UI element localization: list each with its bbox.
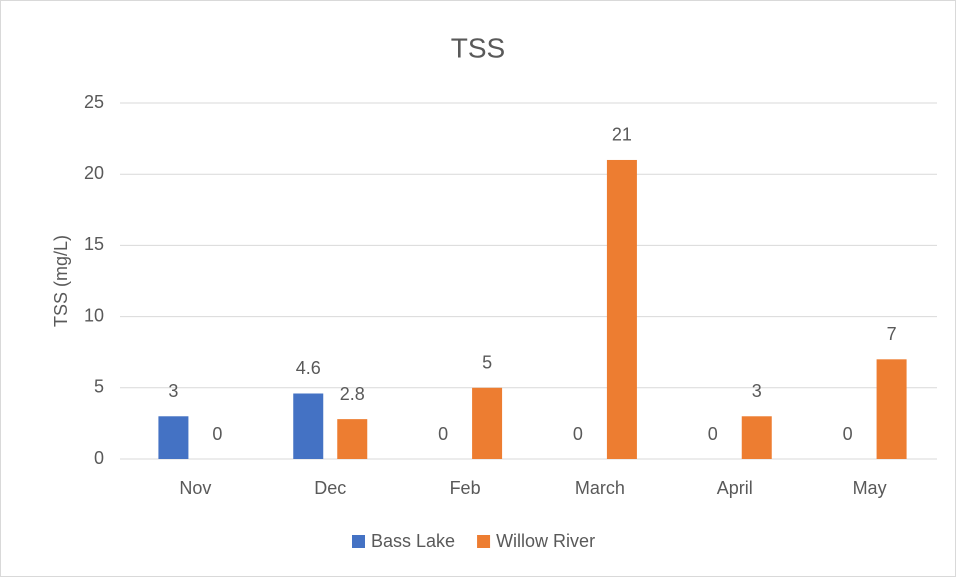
bar bbox=[472, 387, 503, 459]
x-tick-label: April bbox=[717, 478, 753, 498]
data-label: 2.8 bbox=[340, 384, 365, 404]
bar bbox=[337, 419, 368, 459]
legend-label: Willow River bbox=[496, 531, 595, 551]
legend-swatch bbox=[477, 535, 491, 548]
data-label: 4.6 bbox=[296, 358, 321, 378]
legend-swatch bbox=[352, 535, 365, 548]
data-label: 21 bbox=[612, 125, 632, 145]
bar bbox=[741, 416, 772, 459]
data-label: 3 bbox=[168, 381, 178, 401]
data-label: 3 bbox=[752, 381, 762, 401]
y-tick-label: 15 bbox=[84, 234, 104, 254]
data-label: 0 bbox=[438, 424, 448, 444]
x-tick-label: Dec bbox=[314, 478, 346, 498]
x-tick-label: Feb bbox=[450, 478, 481, 498]
y-tick-label: 10 bbox=[84, 305, 104, 325]
x-tick-label: March bbox=[575, 478, 625, 498]
data-label: 7 bbox=[887, 324, 897, 344]
bar bbox=[158, 416, 189, 459]
x-tick-label: May bbox=[853, 478, 887, 498]
data-label: 0 bbox=[708, 424, 718, 444]
y-axis-label: TSS (mg/L) bbox=[51, 235, 71, 327]
chart-title: TSS bbox=[451, 32, 505, 63]
legend-label: Bass Lake bbox=[371, 531, 455, 551]
bar bbox=[606, 159, 637, 459]
data-label: 0 bbox=[212, 424, 222, 444]
y-tick-label: 20 bbox=[84, 163, 104, 183]
data-label: 5 bbox=[482, 353, 492, 373]
y-tick-label: 5 bbox=[94, 377, 104, 397]
bar bbox=[293, 393, 324, 459]
x-tick-label: Nov bbox=[179, 478, 211, 498]
bar bbox=[876, 359, 907, 459]
y-tick-label: 0 bbox=[94, 448, 104, 468]
data-label: 0 bbox=[843, 424, 853, 444]
y-tick-label: 25 bbox=[84, 92, 104, 112]
data-label: 0 bbox=[573, 424, 583, 444]
